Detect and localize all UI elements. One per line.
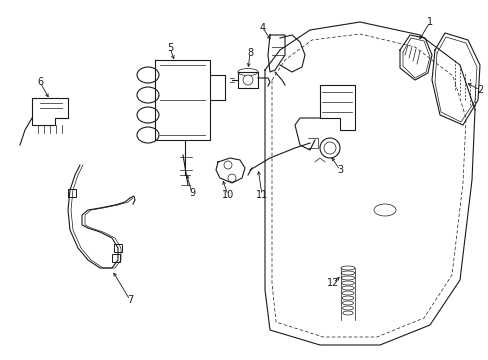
- Text: 5: 5: [166, 43, 173, 53]
- Text: 7: 7: [126, 295, 133, 305]
- Ellipse shape: [342, 296, 353, 300]
- Circle shape: [243, 75, 252, 85]
- Ellipse shape: [341, 286, 353, 290]
- Circle shape: [227, 174, 236, 182]
- Bar: [114, 244, 122, 252]
- Text: 8: 8: [246, 48, 253, 58]
- Text: 6: 6: [37, 77, 43, 87]
- Ellipse shape: [137, 107, 159, 123]
- Text: 11: 11: [255, 190, 267, 200]
- Text: 1: 1: [426, 17, 432, 27]
- Ellipse shape: [340, 266, 354, 270]
- Ellipse shape: [342, 306, 353, 310]
- Ellipse shape: [341, 276, 354, 280]
- Ellipse shape: [341, 291, 353, 295]
- Ellipse shape: [341, 271, 354, 275]
- Ellipse shape: [342, 301, 353, 305]
- Text: 12: 12: [326, 278, 339, 288]
- Text: 9: 9: [188, 188, 195, 198]
- Text: 10: 10: [222, 190, 234, 200]
- Circle shape: [324, 142, 335, 154]
- Ellipse shape: [341, 281, 354, 285]
- Ellipse shape: [373, 204, 395, 216]
- Ellipse shape: [137, 127, 159, 143]
- Text: 2: 2: [476, 85, 482, 95]
- Text: 4: 4: [260, 23, 265, 33]
- Bar: [68, 189, 76, 197]
- Circle shape: [319, 138, 339, 158]
- Circle shape: [224, 161, 231, 169]
- Ellipse shape: [137, 87, 159, 103]
- Text: 3: 3: [336, 165, 343, 175]
- Ellipse shape: [137, 67, 159, 83]
- Ellipse shape: [238, 68, 258, 76]
- Ellipse shape: [342, 311, 352, 315]
- Bar: [112, 254, 120, 262]
